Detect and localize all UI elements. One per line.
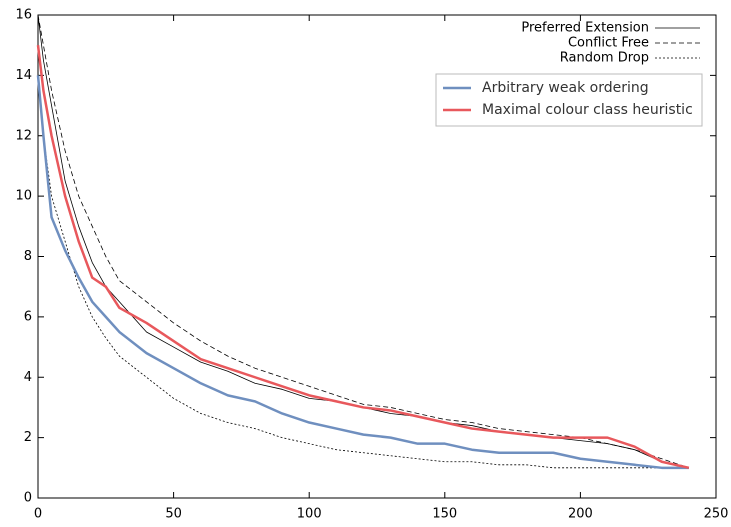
legend-label: Preferred Extension [521, 21, 649, 36]
y-tick-label: 4 [24, 370, 32, 385]
y-tick-label: 12 [15, 128, 32, 143]
y-tick-label: 2 [24, 430, 32, 445]
x-tick-label: 200 [568, 507, 593, 522]
y-tick-label: 6 [24, 309, 32, 324]
series-line [36, 75, 689, 470]
series-line [37, 75, 689, 469]
y-tick-label: 14 [15, 68, 32, 83]
x-tick-label: 0 [34, 507, 42, 522]
x-tick-label: 250 [704, 507, 729, 522]
y-tick-label: 16 [15, 8, 32, 23]
legend-box [435, 73, 703, 127]
series-line [37, 14, 690, 469]
legend-label: Arbitrary weak ordering [482, 80, 649, 96]
x-tick-label: 100 [297, 507, 322, 522]
y-tick-label: 8 [24, 249, 32, 264]
series-line [36, 45, 690, 470]
x-tick-label: 50 [165, 507, 182, 522]
legend-label: Conflict Free [568, 36, 649, 51]
legend-label: Random Drop [560, 51, 649, 66]
legend-label: Maximal colour class heuristic [482, 102, 693, 118]
x-tick-label: 150 [432, 507, 457, 522]
y-tick-label: 0 [24, 491, 32, 506]
y-tick-label: 10 [15, 189, 32, 204]
